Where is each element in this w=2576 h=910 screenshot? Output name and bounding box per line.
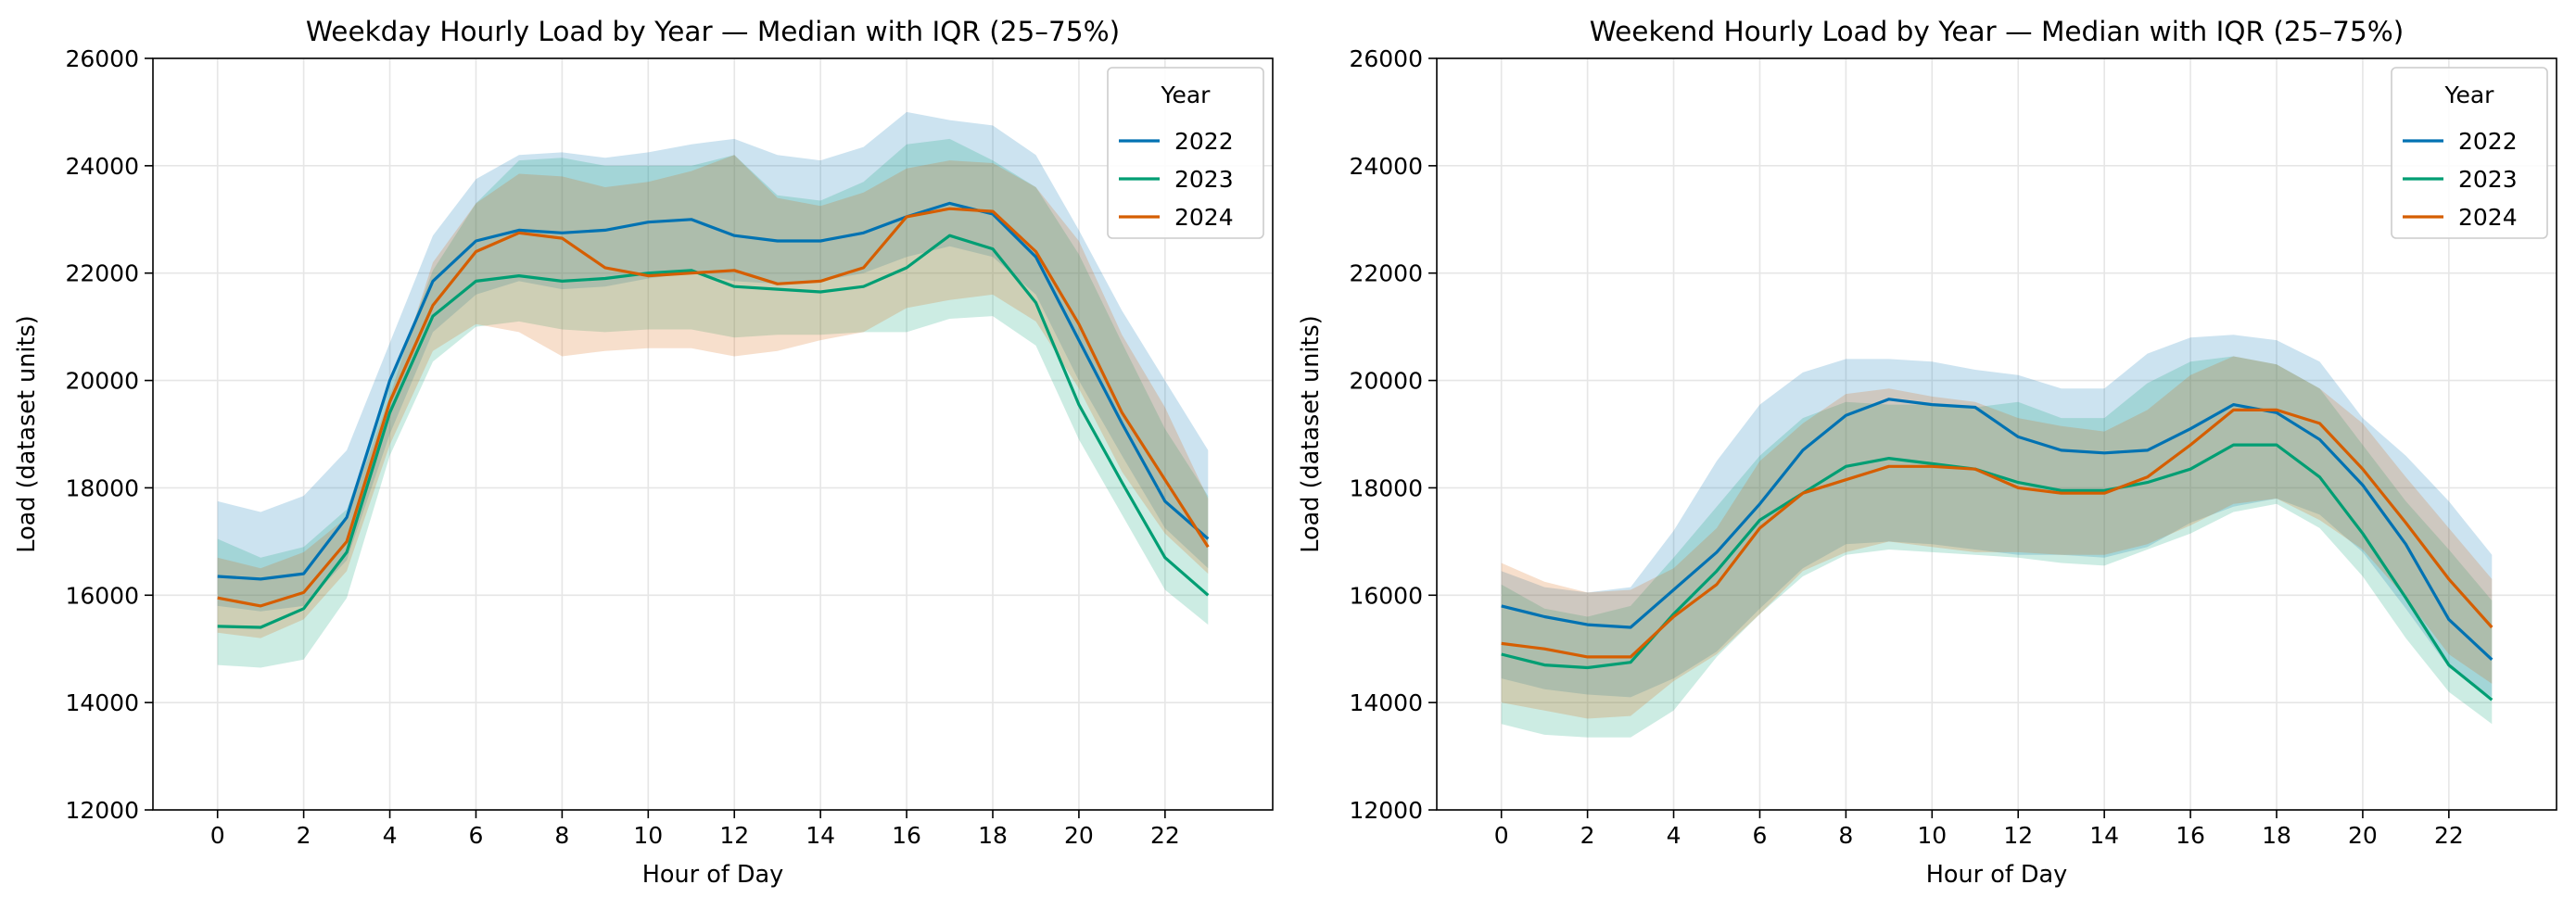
x-ticks: 0 2 4 6 8 10 12 14 16 18 20 22 [210,810,1180,849]
y-tick-label: 24000 [65,153,139,180]
legend-label-2023: 2023 [2458,166,2518,193]
x-tick-label: 18 [978,822,1008,849]
y-tick-label: 18000 [65,474,139,501]
y-tick-label: 20000 [1349,368,1423,395]
axes-frame [1436,57,2557,811]
iqr-band-2022 [1501,335,2493,698]
median-line-2022 [217,201,1210,581]
x-tick-label: 12 [719,822,749,849]
y-tick-label: 14000 [65,689,139,716]
x-ticks: 0 2 4 6 8 10 12 14 16 18 20 22 [1494,810,2464,849]
x-tick-label: 4 [383,822,398,849]
x-tick-label: 10 [1917,822,1947,849]
x-tick-label: 0 [210,822,225,849]
y-axis-label: Load (dataset units) [13,315,41,552]
x-tick-label: 16 [892,822,921,849]
y-tick-label: 22000 [65,260,139,287]
median-line-2022 [1501,398,2494,661]
iqr-band-2023 [1501,356,2493,738]
x-tick-label: 8 [554,822,569,849]
x-tick-label: 12 [2003,822,2033,849]
x-tick-label: 20 [1064,822,1094,849]
legend-label-2022: 2022 [1174,128,1234,155]
x-tick-label: 22 [1150,822,1180,849]
iqr-bands [1501,335,2493,738]
y-tick-label: 26000 [65,45,139,72]
legend-title: Year [2444,82,2495,108]
chart-weekday: 0 2 4 6 8 10 12 14 16 18 20 22120001400016000180002… [13,16,1274,889]
x-tick-label: 0 [1494,822,1509,849]
legend-title: Year [1161,82,1212,108]
x-tick-label: 10 [633,822,663,849]
y-tick-label: 12000 [1349,797,1423,824]
x-tick-label: 16 [2176,822,2205,849]
x-axis-label: Hour of Day [642,861,784,889]
iqr-band-2022 [217,111,1209,612]
x-axis-label: Hour of Day [1926,861,2068,889]
y-ticks: 12000 14000 16000 18000 20000 22000 24000 26000 [1349,45,1437,824]
iqr-band-2024 [217,155,1209,638]
y-tick-label: 16000 [1349,582,1423,609]
y-tick-label: 26000 [1349,45,1423,72]
legend-label-2024: 2024 [2458,204,2518,231]
x-tick-label: 14 [2089,822,2119,849]
x-tick-label: 4 [1667,822,1681,849]
legend: Year 2022 2023 2024 [1107,67,1264,239]
y-tick-label: 22000 [1349,260,1423,287]
chart-weekend: 0 2 4 6 8 10 12 14 16 18 20 22120001400016000180002… [1297,16,2557,889]
chart-title: Weekday Hourly Load by Year — Median wit… [306,16,1120,47]
median-line-2024 [217,207,1210,608]
x-tick-label: 6 [1753,822,1768,849]
y-axis-label: Load (dataset units) [1297,315,1325,552]
iqr-bands [217,111,1209,668]
x-tick-label: 22 [2434,822,2464,849]
legend-box [1107,67,1264,239]
median-lines [1501,398,2494,701]
y-tick-label: 20000 [65,368,139,395]
x-tick-label: 2 [297,822,311,849]
y-ticks: 12000 14000 16000 18000 20000 22000 24000 26000 [65,45,153,824]
legend-label-2022: 2022 [2458,128,2518,155]
legend-label-2023: 2023 [1174,166,1234,193]
y-tick-label: 24000 [1349,153,1423,180]
chart-title: Weekend Hourly Load by Year — Median wit… [1590,16,2405,47]
median-lines [217,201,1210,629]
y-tick-label: 18000 [1349,474,1423,501]
y-tick-label: 14000 [1349,689,1423,716]
legend: Year 2022 2023 2024 [2391,67,2548,239]
legend-box [2391,67,2548,239]
grid-lines [1437,57,2557,811]
x-tick-label: 8 [1838,822,1853,849]
axes-frame [152,57,1274,811]
x-tick-label: 14 [806,822,835,849]
x-tick-label: 2 [1580,822,1595,849]
median-line-2024 [1501,408,2494,659]
iqr-band-2023 [217,138,1209,668]
iqr-band-2024 [1501,356,2493,719]
x-tick-label: 6 [469,822,484,849]
x-tick-label: 18 [2262,822,2291,849]
y-tick-label: 12000 [65,797,139,824]
x-tick-label: 20 [2348,822,2378,849]
y-tick-label: 16000 [65,582,139,609]
median-line-2023 [217,234,1210,629]
legend-label-2024: 2024 [1174,204,1234,231]
